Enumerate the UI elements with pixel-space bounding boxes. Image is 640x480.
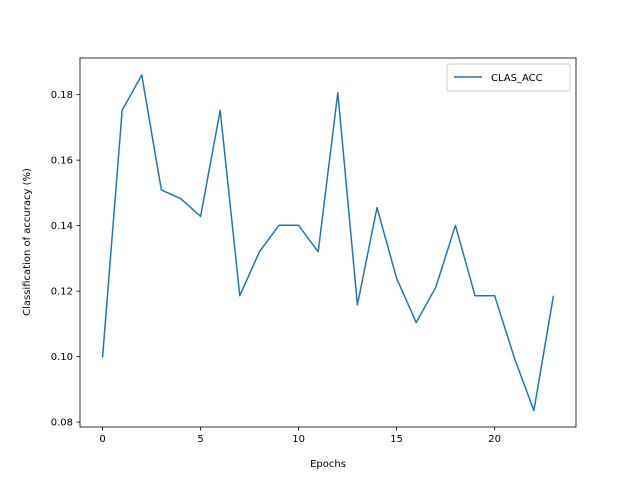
- y-tick-label: 0.12: [51, 287, 73, 298]
- series-line-clas-acc: [101, 74, 555, 412]
- plot-area: [79, 57, 577, 428]
- x-tick-label: 5: [197, 434, 203, 445]
- x-tick-label: 15: [390, 434, 403, 445]
- y-tick-label: 0.10: [51, 352, 73, 363]
- y-tick-label: 0.14: [51, 221, 73, 232]
- y-tick-label: 0.18: [51, 90, 73, 101]
- x-tick-label: 0: [99, 434, 105, 445]
- x-tick-label: 10: [292, 434, 305, 445]
- y-tick-label: 0.08: [51, 418, 73, 429]
- x-tick-label: 20: [488, 434, 501, 445]
- legend: CLAS_ACC: [446, 63, 571, 92]
- x-axis-label: Epochs: [310, 459, 346, 470]
- legend-box: [446, 63, 571, 92]
- axes-frame: [79, 57, 577, 428]
- x-axis-ticks: 0 5 10 15 20: [99, 427, 501, 445]
- legend-label-clas-acc: CLAS_ACC: [491, 73, 543, 84]
- y-axis-label: Classification of accuracy (%): [22, 168, 33, 316]
- y-tick-label: 0.16: [51, 156, 73, 167]
- y-axis-ticks: 0.08 0.10 0.12 0.14 0.16 0.18: [51, 90, 80, 429]
